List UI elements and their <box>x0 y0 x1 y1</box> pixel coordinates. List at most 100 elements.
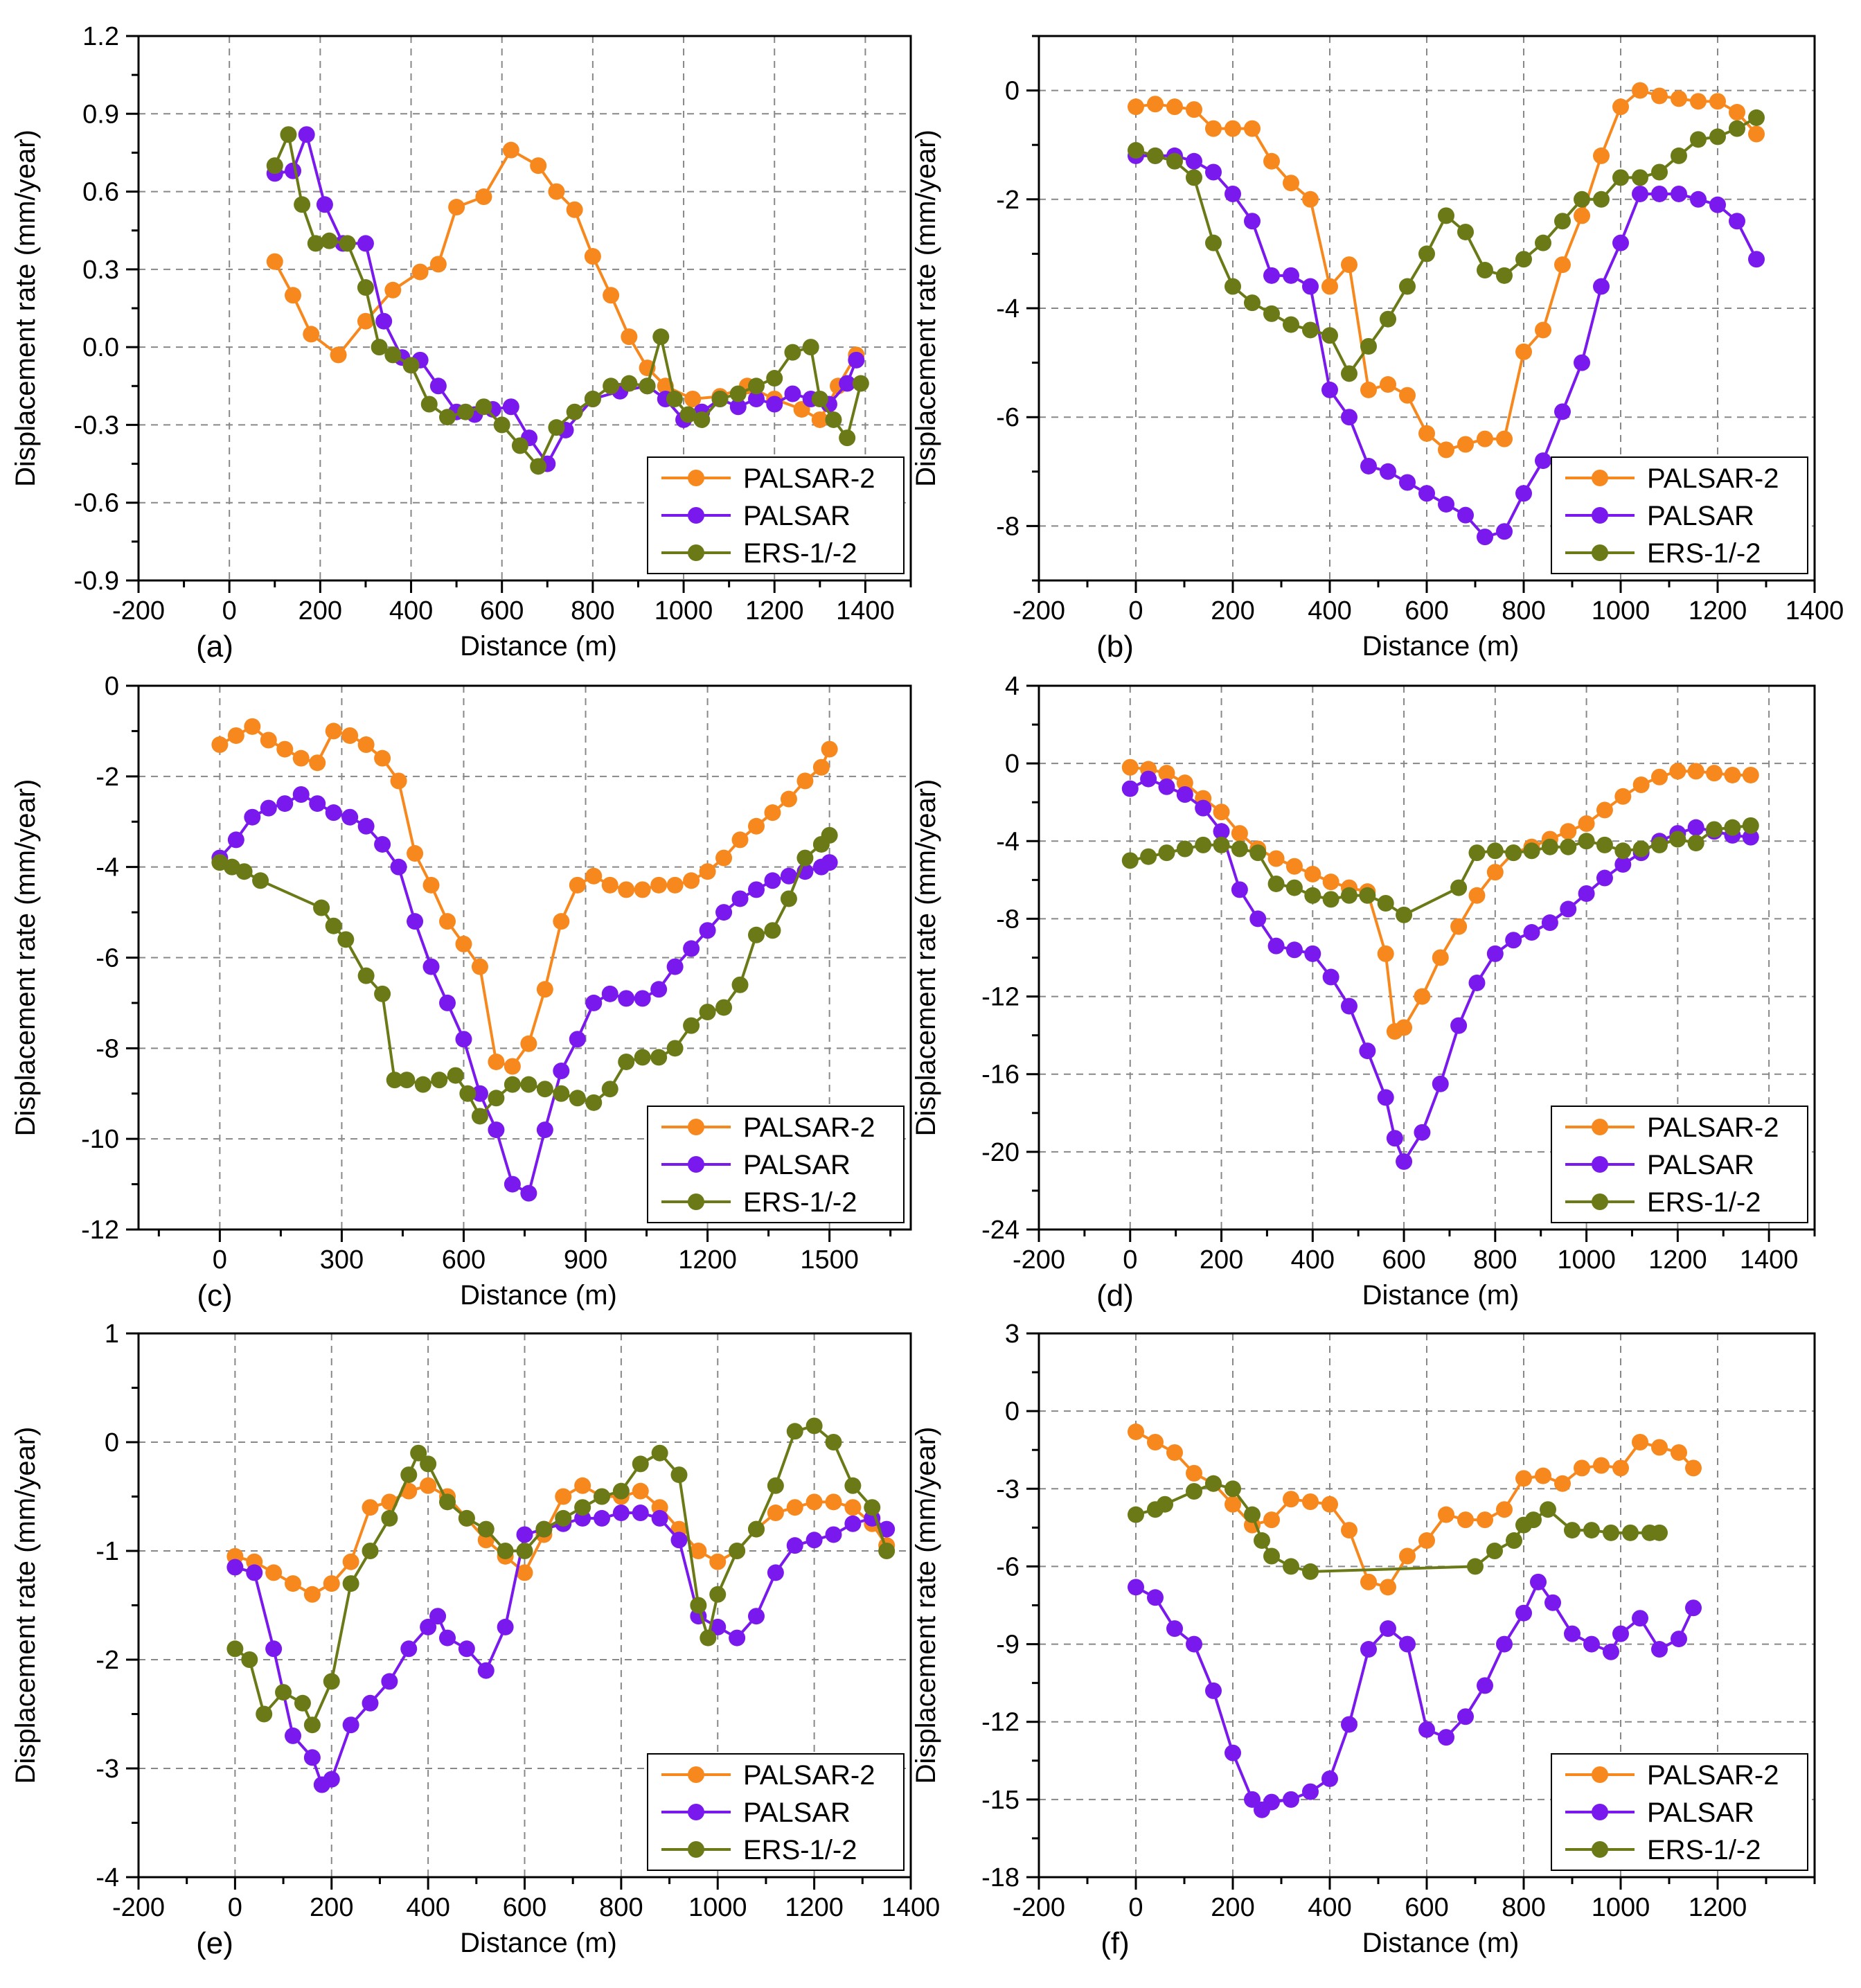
data-point <box>679 406 697 423</box>
data-point <box>294 1694 311 1712</box>
data-point <box>878 1520 896 1538</box>
data-point <box>1438 1729 1454 1746</box>
data-point <box>1748 125 1765 143</box>
legend-marker <box>1592 470 1608 486</box>
data-point <box>1541 914 1558 932</box>
data-point <box>548 419 565 436</box>
data-point <box>1231 840 1248 858</box>
data-point <box>1432 949 1449 966</box>
data-point <box>1468 844 1486 862</box>
y-tick-label: -12 <box>981 1708 1019 1737</box>
data-point <box>497 1618 514 1635</box>
data-point <box>321 232 338 249</box>
data-point <box>1651 87 1668 105</box>
y-tick-label: -4 <box>996 827 1019 856</box>
y-axis-label: Displacement rate (mm/year) <box>10 779 41 1137</box>
data-point <box>276 795 294 813</box>
x-tick-label: 1400 <box>882 1893 941 1922</box>
data-point <box>1418 425 1435 442</box>
data-point <box>1418 1721 1435 1738</box>
data-point <box>618 990 635 1007</box>
data-point <box>639 378 656 395</box>
data-point <box>1560 838 1577 855</box>
legend-entry: PALSAR <box>1647 501 1754 531</box>
data-point <box>1515 485 1532 502</box>
data-point <box>1593 147 1610 164</box>
data-point <box>1574 354 1590 371</box>
data-point <box>1267 875 1285 892</box>
data-point <box>748 926 765 943</box>
data-point <box>569 1031 586 1048</box>
data-point <box>341 808 359 826</box>
chart-panel-4: -200 0 200 400 600 800 1000 1200 1400 -24 -20 -16 -1… <box>911 672 1816 1313</box>
data-point <box>1205 234 1222 251</box>
data-point <box>1574 1459 1590 1477</box>
data-point <box>690 1543 707 1559</box>
data-point <box>729 398 747 416</box>
data-point <box>381 1509 398 1527</box>
data-point <box>211 736 229 754</box>
data-point <box>1304 945 1321 962</box>
data-point <box>285 1727 301 1744</box>
data-point <box>1669 763 1686 780</box>
data-point <box>303 1716 321 1734</box>
data-point <box>1322 891 1339 908</box>
data-point <box>1709 128 1726 145</box>
data-point <box>294 196 311 213</box>
data-point <box>670 1466 688 1484</box>
x-tick-label: 300 <box>320 1245 364 1275</box>
data-point <box>1341 997 1357 1015</box>
data-point <box>407 845 424 862</box>
data-point <box>390 772 407 790</box>
data-point <box>1690 190 1707 208</box>
data-point <box>1687 819 1704 836</box>
data-point <box>618 1053 635 1070</box>
data-point <box>1671 1631 1687 1648</box>
data-point <box>1377 895 1394 912</box>
data-point <box>1418 485 1435 502</box>
data-point <box>1302 190 1319 208</box>
data-point <box>1360 338 1377 355</box>
data-point <box>516 1526 533 1543</box>
data-point <box>1496 1501 1513 1518</box>
data-point <box>246 1564 263 1581</box>
data-point <box>548 183 565 200</box>
data-point <box>371 339 388 356</box>
data-point <box>1706 765 1723 782</box>
x-tick-label: 1200 <box>1689 1893 1747 1922</box>
data-point <box>1121 780 1139 797</box>
data-point <box>226 1640 244 1658</box>
data-point <box>1596 836 1613 853</box>
legend-entry: PALSAR <box>1647 1150 1754 1180</box>
chart-panel-1: -200 0 200 400 600 800 1000 1200 1400 -0.9 -0.6 -0.… <box>10 22 912 664</box>
data-point <box>700 1629 717 1647</box>
data-point <box>1540 1501 1556 1518</box>
data-point <box>1166 1620 1183 1638</box>
data-point <box>1564 1522 1580 1539</box>
legend: PALSAR-2 PALSAR ERS-1/-2 <box>647 1753 905 1871</box>
data-point <box>1399 1635 1416 1653</box>
data-point <box>1438 495 1454 513</box>
data-point <box>1612 1625 1629 1642</box>
data-point <box>471 958 488 975</box>
x-tick-label: 400 <box>389 596 433 625</box>
data-point <box>1535 321 1551 339</box>
data-point <box>1632 1434 1648 1450</box>
data-point <box>1457 223 1474 240</box>
data-point <box>1523 924 1540 941</box>
data-point <box>1496 523 1513 540</box>
x-tick-label: 400 <box>1308 596 1351 625</box>
data-point <box>767 1477 784 1494</box>
legend-marker <box>1592 1841 1608 1858</box>
data-point <box>1742 817 1759 834</box>
data-point <box>252 872 269 889</box>
data-point <box>323 1770 340 1788</box>
data-point <box>1205 1475 1222 1492</box>
data-point <box>1468 974 1486 991</box>
data-point <box>1632 776 1650 793</box>
data-point <box>1554 1475 1571 1492</box>
data-point <box>601 876 618 894</box>
data-point <box>285 1575 301 1592</box>
data-point <box>1195 799 1212 817</box>
